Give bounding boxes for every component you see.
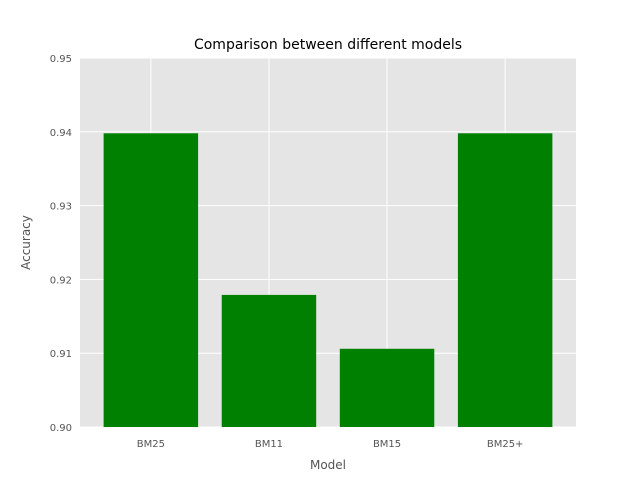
bar-bm15 — [339, 348, 435, 427]
y-tick-label: 0.93 — [50, 202, 72, 213]
y-tick-label: 0.92 — [50, 275, 72, 286]
bar-bm25 — [103, 133, 199, 427]
x-tick-label: BM25+ — [487, 439, 524, 450]
y-tick-label: 0.95 — [50, 54, 72, 65]
y-tick-label: 0.94 — [50, 128, 72, 139]
y-axis-label: Accuracy — [19, 215, 33, 270]
x-tick-labels: BM25 BM11 BM15 BM25+ — [137, 439, 524, 450]
y-tick-label: 0.91 — [50, 349, 72, 360]
bar-bm25plus — [457, 133, 553, 427]
bars — [103, 133, 553, 427]
chart-title: Comparison between different models — [194, 37, 462, 53]
x-tick-label: BM15 — [373, 439, 401, 450]
x-tick-label: BM11 — [255, 439, 283, 450]
x-tick-label: BM25 — [137, 439, 165, 450]
y-tick-labels: 0.90 0.91 0.92 0.93 0.94 0.95 — [50, 54, 72, 434]
x-axis-label: Model — [310, 458, 346, 472]
y-tick-label: 0.90 — [50, 423, 72, 434]
bar-bm11 — [221, 294, 317, 427]
